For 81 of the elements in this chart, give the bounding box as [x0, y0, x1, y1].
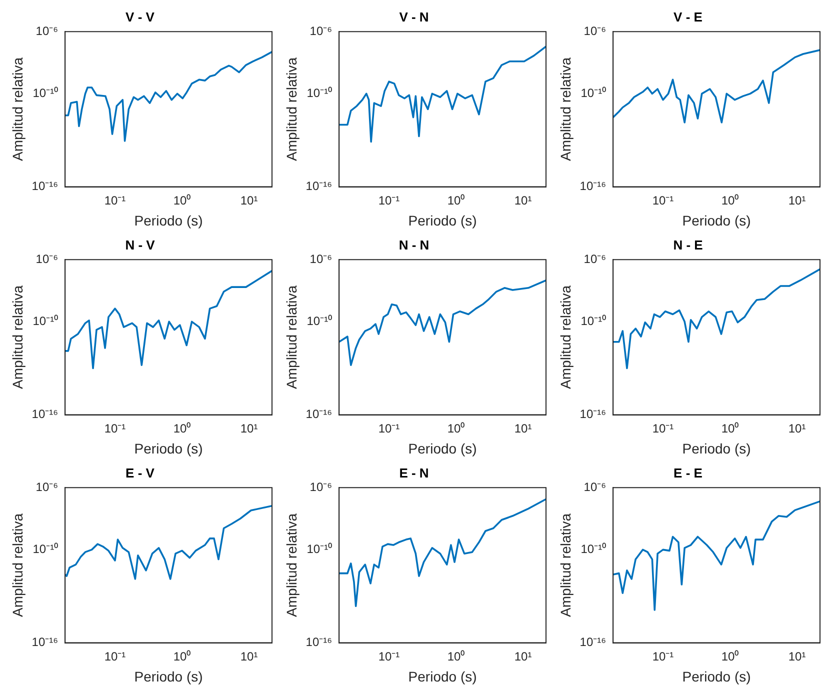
- y-tick-label: 10⁻¹⁶: [32, 635, 58, 650]
- x-tick-label: 10⁰: [447, 421, 465, 436]
- chart-title: E - V: [126, 465, 155, 480]
- y-tick-label: 10⁻¹⁶: [580, 635, 606, 650]
- x-tick-label: 10⁰: [721, 421, 739, 436]
- x-axis-title: Periodo (s): [408, 668, 477, 684]
- y-tick-label: 10⁻¹⁰: [32, 542, 58, 556]
- x-tick-label: 10⁰: [447, 193, 465, 208]
- y-tick-label: 10⁻⁶: [584, 480, 606, 494]
- x-axis-title: Periodo (s): [408, 212, 477, 228]
- x-tick-label: 10⁻¹: [104, 193, 126, 208]
- y-tick-label: 10⁻⁶: [310, 252, 332, 266]
- chart-title: V - N: [399, 9, 429, 24]
- y-tick-label: 10⁻¹⁶: [306, 179, 332, 194]
- x-tick-label: 10⁻¹: [652, 649, 674, 664]
- x-axis-title: Periodo (s): [134, 668, 203, 684]
- y-axis-title: Amplitud relativa: [557, 57, 574, 161]
- y-axis-title: Amplitud relativa: [283, 513, 300, 617]
- x-axis-title: Periodo (s): [682, 440, 751, 456]
- y-tick-label: 10⁻¹⁰: [580, 542, 606, 556]
- x-tick-label: 10⁻¹: [104, 649, 126, 664]
- y-tick-label: 10⁻⁶: [584, 24, 606, 38]
- x-axis-title: Periodo (s): [134, 440, 203, 456]
- x-axis-title: Periodo (s): [682, 212, 751, 228]
- y-tick-label: 10⁻¹⁰: [32, 86, 58, 100]
- chart-title: N - E: [673, 237, 704, 252]
- x-tick-label: 10¹: [788, 649, 806, 664]
- y-tick-label: 10⁻¹⁶: [32, 179, 58, 194]
- x-axis-title: Periodo (s): [408, 440, 477, 456]
- y-tick-label: 10⁻¹⁶: [32, 407, 58, 422]
- y-tick-label: 10⁻¹⁶: [306, 407, 332, 422]
- y-tick-label: 10⁻¹⁶: [580, 179, 606, 194]
- x-tick-label: 10¹: [240, 421, 258, 436]
- x-tick-label: 10⁰: [447, 649, 465, 664]
- x-tick-label: 10¹: [240, 193, 258, 208]
- y-tick-label: 10⁻¹⁰: [306, 542, 332, 556]
- x-tick-label: 10⁻¹: [652, 193, 674, 208]
- y-axis-title: Amplitud relativa: [283, 57, 300, 161]
- x-tick-label: 10⁰: [173, 649, 191, 664]
- x-tick-label: 10⁻¹: [652, 421, 674, 436]
- y-tick-label: 10⁻⁶: [310, 24, 332, 38]
- y-tick-label: 10⁻¹⁶: [306, 635, 332, 650]
- y-tick-label: 10⁻¹⁶: [580, 407, 606, 422]
- chart-title: V - E: [674, 9, 703, 24]
- x-axis-title: Periodo (s): [682, 668, 751, 684]
- y-tick-label: 10⁻¹⁰: [580, 86, 606, 100]
- chart-title: N - N: [398, 237, 430, 252]
- y-tick-label: 10⁻⁶: [36, 480, 58, 494]
- y-axis-title: Amplitud relativa: [9, 57, 26, 161]
- chart-title: E - N: [399, 465, 429, 480]
- x-tick-label: 10⁰: [721, 649, 739, 664]
- x-tick-label: 10⁻¹: [104, 421, 126, 436]
- y-tick-label: 10⁻¹⁰: [306, 314, 332, 328]
- x-tick-label: 10⁻¹: [378, 193, 400, 208]
- y-tick-label: 10⁻⁶: [310, 480, 332, 494]
- x-tick-label: 10¹: [514, 193, 532, 208]
- y-tick-label: 10⁻⁶: [584, 252, 606, 266]
- x-tick-label: 10⁰: [173, 421, 191, 436]
- chart-title: V - V: [126, 9, 155, 24]
- y-tick-label: 10⁻⁶: [36, 252, 58, 266]
- chart-title: E - E: [674, 465, 703, 480]
- x-tick-label: 10¹: [514, 421, 532, 436]
- y-tick-label: 10⁻¹⁰: [580, 314, 606, 328]
- x-tick-label: 10¹: [788, 421, 806, 436]
- x-axis-title: Periodo (s): [134, 212, 203, 228]
- y-tick-label: 10⁻⁶: [36, 24, 58, 38]
- y-axis-title: Amplitud relativa: [283, 285, 300, 389]
- x-tick-label: 10⁻¹: [378, 421, 400, 436]
- x-tick-label: 10⁰: [173, 193, 191, 208]
- x-tick-label: 10⁻¹: [378, 649, 400, 664]
- x-tick-label: 10¹: [788, 193, 806, 208]
- y-axis-title: Amplitud relativa: [9, 285, 26, 389]
- y-axis-title: Amplitud relativa: [9, 513, 26, 617]
- x-tick-label: 10⁰: [721, 193, 739, 208]
- x-tick-label: 10¹: [514, 649, 532, 664]
- chart-title: N - V: [125, 237, 156, 252]
- y-tick-label: 10⁻¹⁰: [32, 314, 58, 328]
- y-axis-title: Amplitud relativa: [557, 513, 574, 617]
- y-tick-label: 10⁻¹⁰: [306, 86, 332, 100]
- x-tick-label: 10¹: [240, 649, 258, 664]
- y-axis-title: Amplitud relativa: [557, 285, 574, 389]
